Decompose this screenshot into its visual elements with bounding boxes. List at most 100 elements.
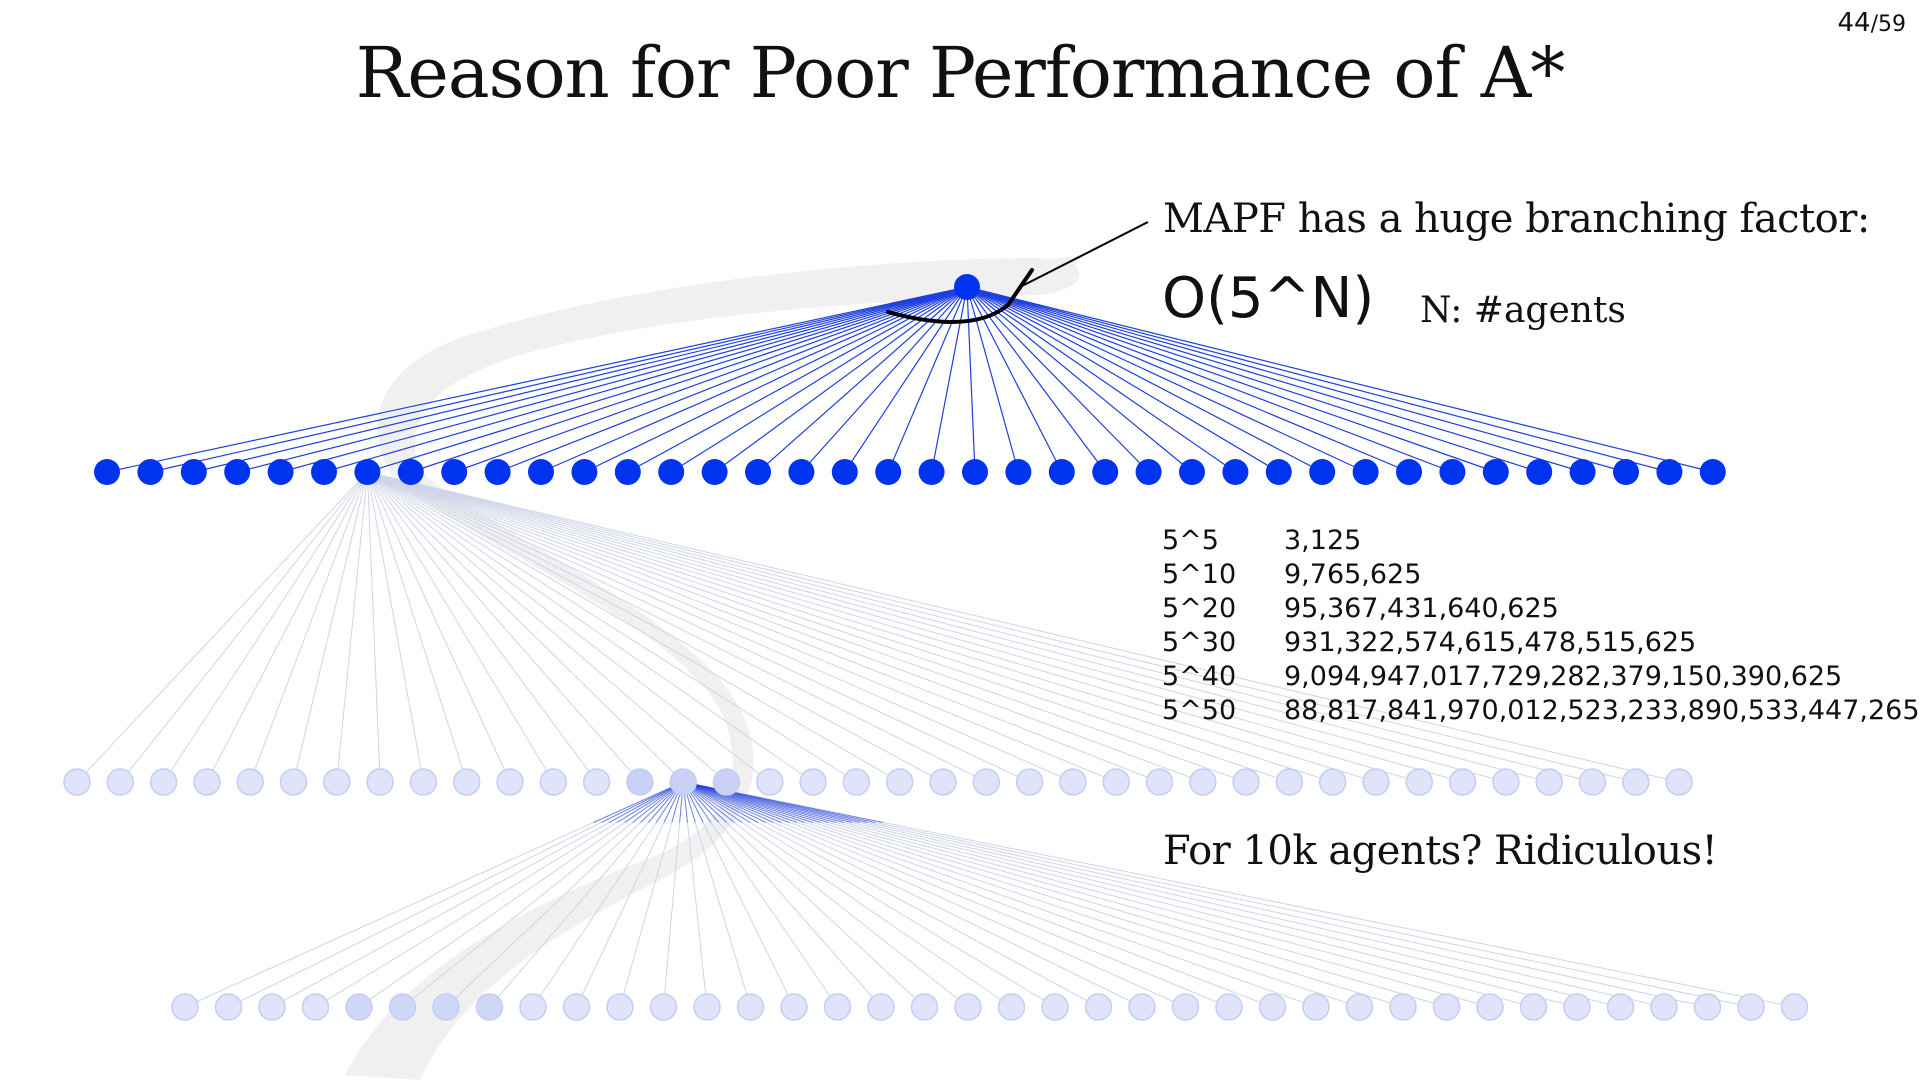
level3-node	[1215, 993, 1243, 1021]
level3-node	[1171, 993, 1200, 1021]
level1-node	[1352, 459, 1379, 485]
level1-node	[441, 459, 468, 485]
level1-node	[180, 459, 207, 485]
complexity-formula: O(5^N)	[1162, 266, 1375, 331]
faded-edge	[367, 471, 1074, 783]
tree-edge	[966, 286, 1540, 473]
level3-node	[475, 993, 504, 1021]
powers-row: 5^40 9,094,947,017,729,282,379,150,390,62…	[1162, 660, 1920, 694]
level2-node	[799, 768, 827, 796]
level3-node	[258, 993, 286, 1021]
level3-node	[171, 993, 199, 1021]
tree-edge	[966, 286, 1193, 473]
tree-edge	[800, 286, 968, 473]
level1-node	[875, 459, 902, 485]
power-value: 3,125	[1284, 525, 1362, 556]
level3-node	[649, 993, 678, 1021]
level2-node	[1189, 768, 1217, 796]
tree-edge	[966, 286, 976, 473]
tree-edge	[497, 286, 968, 473]
level2-node	[1145, 768, 1174, 796]
level3-node	[1041, 993, 1069, 1021]
tree-edge	[966, 286, 1410, 473]
level2-node	[1622, 768, 1650, 796]
faded-edge	[367, 471, 1507, 783]
level2-node	[323, 768, 351, 796]
highlight-path-band	[345, 255, 1082, 1080]
tree-edge	[966, 286, 1453, 473]
powers-table: 5^5 3,125 5^10 9,765,625 5^20 95,367,431,64…	[1162, 524, 1920, 728]
level1-node	[94, 459, 120, 485]
level3-node	[736, 993, 765, 1021]
power-exponent: 5^10	[1162, 559, 1237, 590]
faded-edge-highlight	[682, 781, 767, 823]
level3-node	[1606, 993, 1635, 1021]
powers-row: 5^30 931,322,574,615,478,515,625	[1162, 626, 1920, 660]
level1-node	[137, 459, 164, 485]
faded-edge	[249, 471, 368, 783]
level2-node	[626, 768, 654, 796]
tree-edge	[323, 286, 968, 473]
level3-node	[1128, 993, 1156, 1021]
tree-edge	[966, 286, 1106, 473]
level3-node	[1389, 993, 1417, 1021]
level1-node	[1092, 459, 1119, 485]
faded-edge	[367, 471, 771, 783]
level3-node	[954, 993, 982, 1021]
faded-edge	[367, 471, 944, 783]
level1-node	[224, 459, 251, 485]
faded-edge	[366, 471, 598, 783]
tree-edge	[453, 286, 968, 473]
level3-node	[1780, 993, 1809, 1021]
tree-edge	[150, 286, 968, 473]
tree-edge	[966, 286, 1323, 473]
level1-node	[1309, 459, 1336, 485]
level1-node	[745, 459, 771, 485]
level1-node	[571, 459, 598, 485]
faded-edge	[367, 471, 1030, 783]
tree-edge	[367, 286, 968, 473]
tree-edge	[106, 286, 968, 473]
level2-node	[539, 768, 568, 796]
faded-edge	[367, 471, 1550, 783]
level2-node	[409, 768, 438, 796]
tree-edge	[844, 286, 968, 473]
level2-node	[106, 768, 135, 796]
level1-node	[1265, 459, 1292, 485]
tree-edge	[966, 286, 1713, 473]
level2-node	[756, 768, 784, 796]
page-total: /59	[1870, 12, 1906, 37]
faded-edge	[367, 471, 1333, 783]
level2-node	[236, 768, 264, 796]
tree-edge	[966, 286, 1150, 473]
level1-node	[311, 459, 337, 485]
faded-edge	[367, 471, 1636, 783]
level1-node	[1222, 459, 1249, 485]
level3-node	[388, 993, 417, 1021]
level2-node	[1318, 768, 1347, 796]
level1-node	[918, 459, 945, 485]
level2-node	[1015, 768, 1044, 796]
level3-node	[1345, 993, 1374, 1021]
level1-node	[701, 459, 728, 485]
faded-edge	[367, 471, 814, 783]
faded-edge	[367, 471, 1377, 783]
root-node	[954, 274, 980, 300]
branching-factor-text: MAPF has a huge branching factor:	[1163, 196, 1870, 242]
conclusion-text: For 10k agents? Ridiculous!	[1163, 828, 1718, 874]
level1-node	[1005, 459, 1032, 485]
tree-edge	[540, 286, 968, 473]
level3-node	[1650, 993, 1678, 1021]
faded-edge	[367, 471, 857, 783]
level2-node	[712, 768, 741, 796]
level1-node	[614, 459, 641, 485]
level2-node	[496, 768, 524, 796]
faded-edge	[367, 471, 900, 783]
level1-node	[528, 459, 554, 485]
power-value: 95,367,431,640,625	[1284, 593, 1559, 624]
level2-node	[1102, 768, 1130, 796]
faded-edge	[336, 471, 368, 783]
faded-edge	[367, 471, 1160, 783]
faded-edge	[367, 471, 1463, 783]
